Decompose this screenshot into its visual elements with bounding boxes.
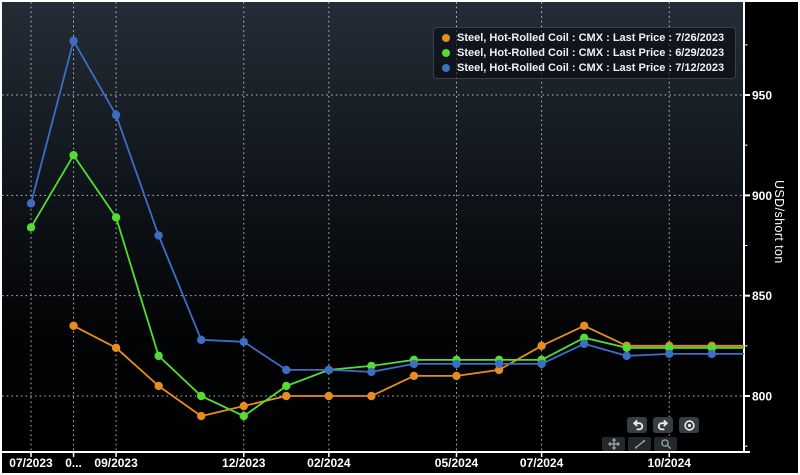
data-point[interactable] [26, 223, 36, 232]
data-point[interactable] [197, 335, 206, 345]
record-button[interactable] [679, 417, 699, 433]
y-tick-label: 950 [752, 89, 772, 103]
data-point[interactable] [69, 321, 78, 330]
x-tick-label: 0... [65, 456, 82, 470]
data-point[interactable] [409, 359, 419, 369]
data-point[interactable] [111, 110, 121, 120]
y-tick-label: 800 [752, 390, 772, 404]
y-tick-label: 850 [752, 289, 772, 303]
series-color-dot [442, 34, 450, 43]
data-point[interactable] [622, 343, 631, 353]
data-point[interactable] [324, 365, 334, 375]
trendline-button[interactable] [628, 437, 651, 451]
chart-tools-toolbar [602, 437, 677, 451]
data-point[interactable] [579, 339, 589, 349]
trendline-icon [634, 439, 645, 449]
data-point[interactable] [154, 231, 163, 240]
series-color-dot [442, 63, 450, 72]
x-tick-label: 05/2024 [435, 456, 479, 470]
data-point[interactable] [452, 371, 461, 381]
history-toolbar [627, 417, 699, 433]
data-point[interactable] [282, 365, 291, 375]
legend: Steel, Hot-Rolled Coil : CMX : Last Pric… [433, 27, 736, 79]
data-point[interactable] [69, 151, 78, 160]
zoom-button[interactable] [654, 437, 677, 451]
move-icon [607, 438, 620, 450]
record-circle-icon [683, 419, 695, 431]
data-point[interactable] [239, 337, 248, 347]
data-point[interactable] [537, 359, 546, 369]
data-point[interactable] [537, 341, 546, 351]
magnifier-icon [660, 439, 671, 450]
undo-button[interactable] [627, 417, 647, 433]
legend-item-3[interactable]: Steel, Hot-Rolled Coil : CMX : Last Pric… [442, 62, 727, 74]
data-point[interactable] [111, 343, 121, 353]
data-point[interactable] [367, 391, 376, 401]
data-point[interactable] [154, 351, 163, 361]
x-tick-label: 02/2024 [307, 456, 351, 470]
data-point[interactable] [494, 365, 504, 375]
data-point[interactable] [324, 391, 334, 401]
data-point[interactable] [494, 359, 504, 369]
data-point[interactable] [579, 333, 589, 343]
data-point[interactable] [69, 36, 78, 46]
data-point[interactable] [282, 381, 291, 391]
data-point[interactable] [665, 349, 674, 359]
x-tick-label: 07/2024 [520, 456, 564, 470]
data-point[interactable] [622, 351, 631, 361]
data-point[interactable] [111, 213, 121, 222]
x-tick-label: 09/2023 [94, 456, 138, 470]
data-point[interactable] [239, 411, 248, 421]
data-point[interactable] [26, 199, 36, 208]
redo-button[interactable] [653, 417, 673, 433]
data-point[interactable] [409, 371, 419, 381]
data-point[interactable] [665, 343, 674, 353]
data-point[interactable] [579, 321, 589, 330]
data-point[interactable] [197, 411, 206, 421]
series-label: Steel, Hot-Rolled Coil : CMX : Last Pric… [457, 61, 725, 74]
x-tick-label: 12/2023 [222, 456, 266, 470]
series-line-2 [30, 39, 744, 373]
data-point[interactable] [197, 391, 206, 401]
data-point[interactable] [239, 401, 248, 411]
redo-icon [657, 419, 668, 430]
y-axis-title: USD/short ton [772, 180, 786, 264]
series-color-dot [442, 48, 450, 57]
data-point[interactable] [282, 391, 291, 401]
pan-button[interactable] [602, 437, 625, 451]
data-point[interactable] [154, 381, 163, 391]
legend-item-2[interactable]: Steel, Hot-Rolled Coil : CMX : Last Pric… [442, 47, 727, 59]
series-line-1 [30, 154, 744, 417]
x-tick-label: 10/2024 [648, 456, 692, 470]
data-point[interactable] [707, 343, 716, 353]
data-point[interactable] [452, 359, 461, 369]
data-point[interactable] [367, 367, 376, 377]
data-point[interactable] [367, 361, 376, 371]
x-tick-label: 07/2023 [9, 456, 53, 470]
series-label: Steel, Hot-Rolled Coil : CMX : Last Pric… [457, 32, 725, 45]
legend-item-1[interactable]: Steel, Hot-Rolled Coil : CMX : Last Pric… [442, 32, 727, 44]
series-label: Steel, Hot-Rolled Coil : CMX : Last Pric… [457, 46, 725, 59]
undo-icon [632, 419, 643, 430]
y-tick-label: 900 [752, 189, 772, 203]
data-point[interactable] [707, 349, 716, 359]
